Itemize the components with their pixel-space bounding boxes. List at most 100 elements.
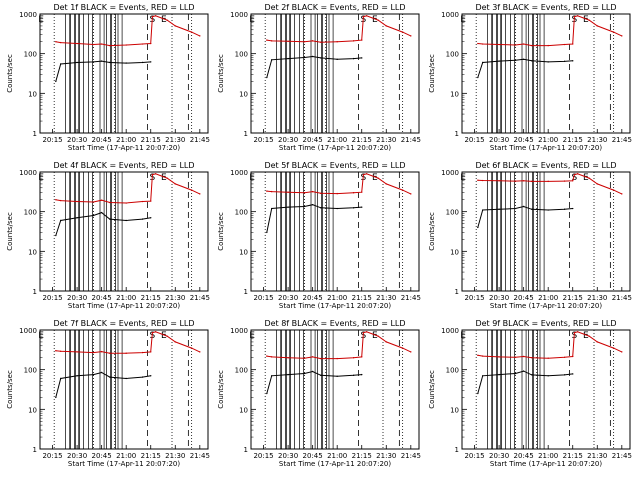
x-tick-label: 20:15 <box>42 294 62 302</box>
interval-box <box>521 329 527 450</box>
x-tick-label: 21:45 <box>401 136 421 144</box>
marker-label: E <box>583 173 589 183</box>
lld-point <box>174 25 176 27</box>
y-tick-label: 1000 <box>230 11 248 19</box>
x-tick-label: 20:15 <box>253 136 273 144</box>
lld-point <box>612 31 615 33</box>
lld-point <box>320 192 322 195</box>
y-axis-label: Counts/sec <box>217 54 225 93</box>
y-tick-label: 1 <box>455 130 459 138</box>
lld-point <box>531 44 533 47</box>
interval-box <box>533 171 538 292</box>
x-tick-label: 21:00 <box>116 136 136 144</box>
events-point <box>76 375 78 377</box>
events-point <box>76 61 78 64</box>
y-axis-label: Counts/sec <box>6 54 14 93</box>
x-tick-label: 21:45 <box>612 294 632 302</box>
lld-point <box>531 180 533 183</box>
x-axis-label: Start Time (17-Apr-11 20:07:20) <box>68 302 180 310</box>
lld-point <box>410 193 412 195</box>
x-tick-label: 21:45 <box>612 452 632 460</box>
interval-box <box>281 171 286 292</box>
interval-box <box>79 329 84 450</box>
interval-box <box>299 13 304 134</box>
events-point <box>287 206 289 208</box>
events-point <box>514 59 517 62</box>
events-point <box>60 219 62 222</box>
lld-point <box>576 331 579 333</box>
y-axis-label: Counts/sec <box>428 54 436 93</box>
x-tick-label: 21:30 <box>376 136 396 144</box>
lld-point <box>266 39 268 41</box>
lld-point <box>320 41 322 43</box>
y-tick-label: 10 <box>28 248 37 256</box>
events-point <box>320 57 322 59</box>
lld-point <box>588 335 590 337</box>
lld-point <box>385 183 387 185</box>
plot-frame <box>461 171 631 292</box>
interval-box <box>501 171 506 292</box>
events-point <box>482 61 484 64</box>
events-point <box>563 60 566 63</box>
lld-point <box>336 192 338 195</box>
x-tick-label: 21:30 <box>587 294 607 302</box>
lld-point <box>100 199 103 201</box>
events-point <box>477 392 479 395</box>
events-point <box>352 57 355 60</box>
lld-point <box>477 42 479 45</box>
events-point <box>303 56 306 59</box>
interval-box <box>317 13 322 134</box>
x-tick-label: 21:45 <box>401 294 421 302</box>
events-point <box>498 208 500 210</box>
events-point <box>563 374 566 376</box>
interval-box <box>290 171 295 292</box>
events-point <box>311 203 314 206</box>
lld-point <box>150 200 152 202</box>
lld-point <box>55 41 57 43</box>
lld-point <box>385 25 387 27</box>
interval-box <box>290 329 295 450</box>
lld-point <box>621 351 623 353</box>
lld-point <box>190 189 193 191</box>
lld-point <box>174 341 176 343</box>
lld-point <box>514 356 517 359</box>
lld-point <box>573 174 576 176</box>
events-point <box>336 58 338 61</box>
y-tick-label: 1 <box>455 446 459 454</box>
lld-point <box>141 200 144 203</box>
panel-title: Det 8f BLACK = Events, RED = LLD <box>264 319 405 328</box>
y-tick-label: 1000 <box>441 327 459 335</box>
x-tick-label: 21:00 <box>327 294 347 302</box>
interval-box <box>70 171 75 292</box>
lld-point <box>563 180 566 182</box>
x-tick-label: 20:45 <box>514 452 534 460</box>
events-point <box>522 205 525 208</box>
lld-point <box>151 16 154 18</box>
y-tick-label: 10 <box>28 90 37 98</box>
lld-point <box>362 332 365 334</box>
x-tick-label: 21:30 <box>376 294 396 302</box>
y-axis-label: Counts/sec <box>217 212 225 251</box>
lld-point <box>166 335 168 337</box>
lld-point <box>563 43 566 46</box>
lld-point <box>352 192 355 194</box>
lld-point <box>266 355 268 357</box>
lld-point <box>92 351 95 354</box>
interval-box <box>533 13 538 134</box>
y-tick-label: 1 <box>244 130 248 138</box>
events-point <box>55 234 57 237</box>
interval-box <box>310 171 316 292</box>
events-point <box>125 377 127 380</box>
lld-point <box>266 190 268 192</box>
lld-point <box>612 189 615 191</box>
panel-title: Det 5f BLACK = Events, RED = LLD <box>264 161 405 170</box>
lld-point <box>271 356 273 358</box>
lld-point <box>612 347 615 349</box>
lld-point <box>166 19 168 21</box>
events-point <box>320 207 322 209</box>
y-tick-label: 100 <box>235 367 248 375</box>
marker-label: E <box>372 173 378 183</box>
interval-box <box>286 329 291 450</box>
lld-point <box>150 42 152 45</box>
marker-label: E <box>372 331 378 341</box>
